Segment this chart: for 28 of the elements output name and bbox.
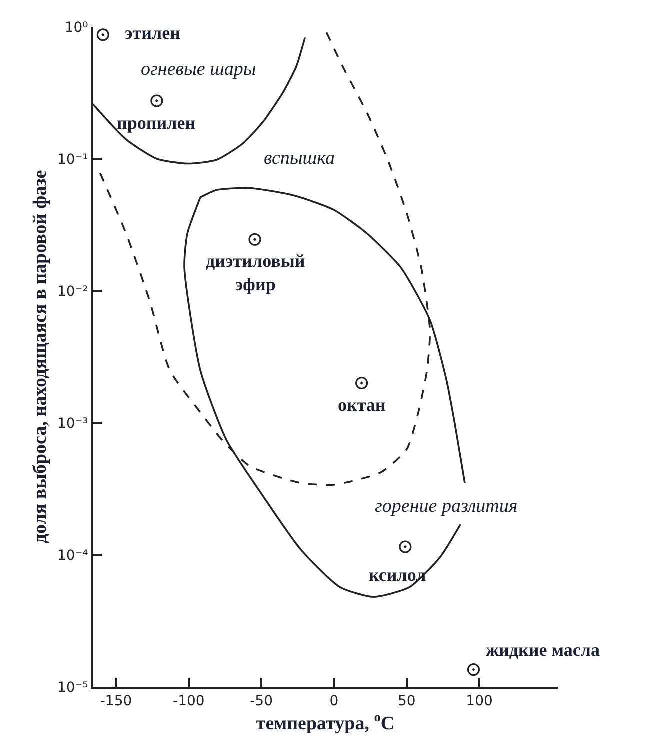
point <box>150 94 164 108</box>
x-axis-title: температура, $^{o}$C <box>256 710 395 735</box>
y-tick-label: 10⁻¹ <box>57 152 88 168</box>
point <box>96 28 110 42</box>
annotation: этилен <box>125 23 180 43</box>
y-tick-label: 10⁻² <box>57 284 88 300</box>
y-tick-label: 10⁻⁵ <box>57 680 88 696</box>
point <box>467 664 480 676</box>
annotation: пропилен <box>117 113 196 133</box>
annotation: горение разлития <box>375 496 518 517</box>
x-tick-label: -150 <box>100 694 132 710</box>
annotation: вспышка <box>264 148 336 169</box>
annotation: диэтиловый эфир <box>206 251 306 294</box>
point <box>399 540 412 554</box>
annotation: октан <box>338 395 386 415</box>
x-tick-label: -100 <box>173 694 205 710</box>
point <box>248 233 262 246</box>
x-tick-label: -50 <box>250 694 273 710</box>
point <box>356 376 368 390</box>
annotation: жидкие масла <box>486 640 600 660</box>
x-tick-label: 100 <box>466 694 493 710</box>
annotation: огневые шары <box>141 59 256 80</box>
x-tick-label: 0 <box>330 694 339 710</box>
x-tick-label: 50 <box>398 694 416 710</box>
y-axis-title: доля выброса, находящаяся в паровой фазе <box>30 170 51 544</box>
y-tick-label: 10⁰ <box>64 20 89 36</box>
y-tick-label: 10⁻⁴ <box>57 548 89 564</box>
y-tick-label: 10⁻³ <box>57 416 88 432</box>
